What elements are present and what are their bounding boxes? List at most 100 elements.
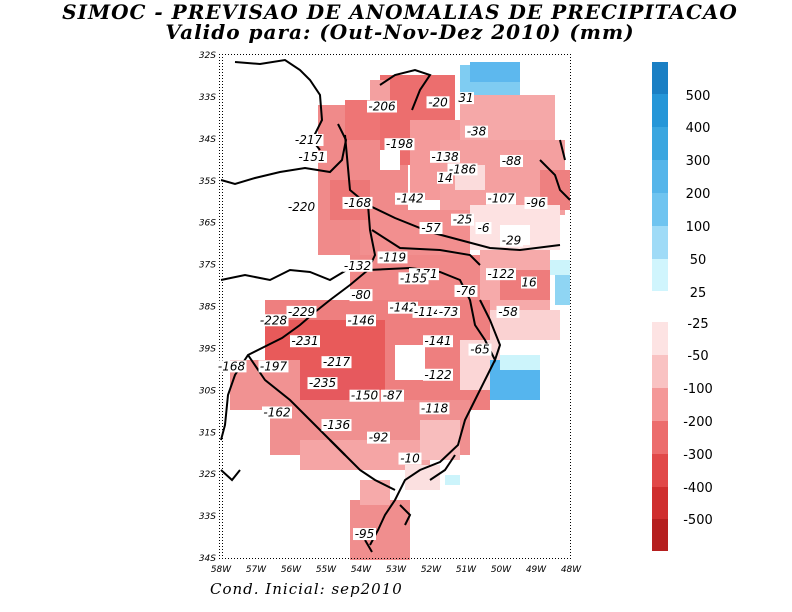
- latitude-ticks: 32S 33S 34S 35S 36S 37S 38S 39S 30S 31S 32S 33S 34S: [199, 51, 216, 564]
- anomaly-value-label: -142: [388, 301, 418, 315]
- anomaly-value-label: -168: [216, 359, 247, 373]
- svg-text:-95: -95: [355, 527, 375, 541]
- svg-text:-10: -10: [400, 452, 420, 466]
- anomaly-value-label: -10: [398, 452, 422, 466]
- colorbar-label: -25: [687, 317, 708, 332]
- colorbar-label: 25: [690, 286, 707, 301]
- colorbar-label: -500: [683, 513, 713, 528]
- colorbar-label: -50: [687, 349, 708, 364]
- lon-tick-label: 51W: [456, 565, 477, 575]
- svg-text:-198: -198: [386, 137, 414, 151]
- colorbar-negative: [652, 322, 668, 551]
- colorbar-positive: [652, 62, 668, 291]
- anomaly-value-label: -76: [454, 284, 478, 298]
- lon-tick-label: 57W: [246, 565, 267, 575]
- svg-text:-235: -235: [309, 376, 336, 390]
- anomaly-value-label: 31: [458, 91, 474, 105]
- lon-tick-label: 49W: [526, 565, 547, 575]
- anomaly-value-label: -65: [468, 343, 492, 357]
- lat-tick-label: 31S: [199, 428, 216, 438]
- svg-text:-151: -151: [298, 150, 325, 164]
- svg-text:-122: -122: [424, 368, 451, 382]
- initial-condition-note: Cond. Inicial: sep2010: [210, 580, 403, 598]
- svg-text:-217: -217: [295, 133, 323, 147]
- anomaly-value-label: -217: [321, 355, 352, 369]
- lon-tick-label: 58W: [211, 565, 232, 575]
- anomaly-value-label: -198: [384, 137, 415, 151]
- lon-tick-label: 56W: [281, 565, 302, 575]
- lon-tick-label: 50W: [491, 565, 512, 575]
- anomaly-value-label: -229: [286, 305, 317, 319]
- svg-text:-142: -142: [389, 301, 416, 315]
- svg-text:-6: -6: [478, 221, 490, 235]
- svg-text:14: 14: [437, 171, 452, 185]
- anomaly-value-label: -228: [258, 313, 289, 327]
- svg-text:-206: -206: [368, 99, 396, 113]
- colorbar-label: -100: [683, 382, 713, 397]
- colorbar-label: 100: [686, 220, 711, 235]
- svg-text:-58: -58: [498, 305, 518, 319]
- lon-tick-label: 48W: [561, 565, 582, 575]
- anomaly-value-label: -80: [349, 288, 373, 302]
- anomaly-value-label: 16: [521, 276, 537, 290]
- svg-text:-155: -155: [400, 271, 427, 285]
- svg-text:-29: -29: [502, 234, 522, 248]
- lat-tick-label: 30S: [199, 386, 216, 396]
- svg-text:-57: -57: [421, 221, 441, 235]
- anomaly-value-label: -58: [496, 305, 520, 319]
- svg-text:-114: -114: [414, 305, 441, 319]
- anomaly-value-label: -38: [465, 125, 488, 139]
- anomaly-value-label: -107: [486, 192, 516, 206]
- lon-tick-label: 55W: [316, 565, 337, 575]
- colorbar: 500 400 300 200 100 50 25 -25 -50 -100 -200 -300 -4…: [652, 62, 713, 551]
- anomaly-value-label: -162: [262, 405, 292, 419]
- anomaly-value-label: -73: [437, 305, 460, 319]
- svg-text:-231: -231: [291, 334, 318, 348]
- anomaly-value-label: -25: [451, 213, 474, 227]
- svg-text:-20: -20: [428, 95, 448, 109]
- lon-tick-label: 54W: [351, 565, 372, 575]
- svg-text:-197: -197: [260, 359, 288, 373]
- svg-text:-228: -228: [260, 313, 288, 327]
- lat-tick-label: 34S: [199, 554, 216, 564]
- svg-text:-142: -142: [396, 192, 423, 206]
- anomaly-value-label: -217: [293, 133, 324, 147]
- anomaly-value-label: -6: [475, 221, 492, 235]
- anomaly-value-label: -206: [367, 99, 397, 113]
- anomaly-value-label: -151: [297, 150, 327, 164]
- svg-text:-73: -73: [439, 305, 459, 319]
- anomaly-value-label: -220: [286, 200, 317, 214]
- svg-text:-141: -141: [424, 334, 451, 348]
- svg-text:-107: -107: [487, 192, 515, 206]
- anomaly-value-label: -197: [258, 359, 289, 373]
- state-boundaries: [220, 58, 571, 553]
- colorbar-label: 300: [686, 154, 711, 169]
- svg-text:-132: -132: [344, 259, 371, 273]
- anomaly-value-label: -92: [367, 431, 390, 445]
- svg-text:-168: -168: [344, 196, 372, 210]
- colorbar-label: -300: [683, 448, 713, 463]
- anomaly-value-label: -146: [346, 313, 376, 327]
- anomaly-value-label: -95: [353, 527, 376, 541]
- anomaly-value-label: -96: [524, 196, 548, 210]
- longitude-ticks: 58W 57W 56W 55W 54W 53W 52W 51W 50W 49W 48W: [211, 565, 582, 575]
- anomaly-value-label: -132: [342, 259, 373, 273]
- anomaly-value-label: -155: [398, 271, 429, 285]
- svg-text:-118: -118: [421, 401, 449, 415]
- map-subtitle: Valido para: (Out-Nov-Dez 2010) (mm): [165, 20, 635, 44]
- svg-text:-119: -119: [379, 250, 406, 264]
- anomaly-value-label: -150: [349, 389, 380, 403]
- colorbar-label: -200: [683, 415, 713, 430]
- anomaly-value-label: -186: [447, 162, 478, 176]
- lat-tick-label: 37S: [199, 261, 216, 271]
- lat-tick-label: 34S: [199, 135, 216, 145]
- colorbar-label: 50: [690, 253, 707, 268]
- colorbar-label: 200: [686, 187, 711, 202]
- anomaly-value-label: -168: [342, 196, 373, 210]
- anomaly-value-label: -122: [423, 368, 453, 382]
- anomaly-value-label: -136: [321, 418, 352, 432]
- svg-text:-217: -217: [323, 355, 351, 369]
- svg-text:-92: -92: [369, 431, 389, 445]
